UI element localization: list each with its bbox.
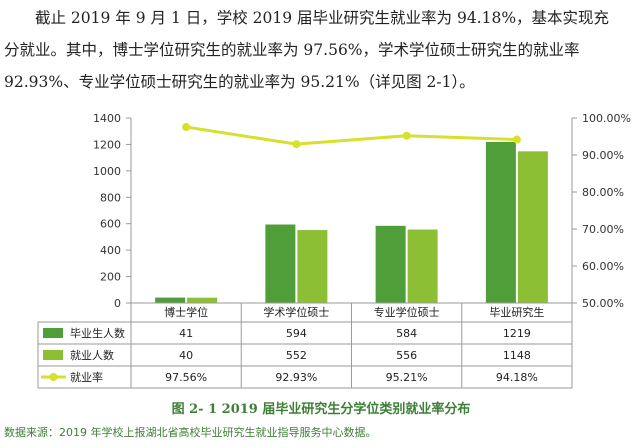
rate-point [402, 131, 411, 140]
table-cell: 556 [396, 349, 417, 362]
table-cell: 94.18% [496, 371, 538, 384]
legend-label: 就业率 [70, 370, 103, 384]
bar-graduates [375, 225, 406, 303]
paragraph-line-2: 分就业。其中，博士学位研究生的就业率为 97.56%，学术学位硕士研究生的就业率 [4, 41, 580, 59]
rate-line [185, 125, 517, 146]
y2-tick-label: 70.00% [582, 223, 624, 236]
table-cell: 552 [286, 349, 307, 362]
y2-tick-label: 80.00% [582, 186, 624, 199]
table-cell: 1219 [503, 327, 531, 340]
y-tick-label: 1400 [93, 112, 121, 125]
y2-tick-label: 100.00% [582, 112, 631, 125]
y-tick-label: 200 [100, 271, 121, 284]
y2-tick-label: 50.00% [582, 297, 624, 310]
legend-marker [49, 373, 58, 381]
table-cell: 41 [179, 327, 193, 340]
y2-tick-label: 60.00% [582, 260, 624, 273]
bar-graduates [155, 297, 186, 303]
category-label: 学术学位硕士 [263, 305, 329, 319]
data-source-note: 数据来源：2019 年学校上报湖北省高校毕业研究生就业指导服务中心数据。 [4, 426, 377, 439]
bar-employed [187, 297, 218, 303]
legend-swatch [43, 328, 63, 338]
table-cell: 1148 [503, 349, 531, 362]
table-cell: 584 [396, 327, 417, 340]
rate-point [512, 135, 521, 144]
table-cell: 92.93% [275, 371, 317, 384]
y2-tick-label: 90.00% [582, 149, 624, 162]
figure-caption: 图 2- 1 2019 届毕业研究生分学位类别就业率分布 [171, 402, 471, 417]
legend-label: 就业人数 [70, 348, 114, 362]
table-cell: 97.56% [165, 371, 207, 384]
y-tick-label: 0 [114, 297, 121, 310]
y-tick-label: 1200 [93, 138, 121, 151]
employment-chart: 0 200 400 600 800 1000 1200 1400 50.00% 60.00% 70.… [37, 112, 631, 389]
table-cell: 40 [179, 349, 193, 362]
category-label: 博士学位 [164, 305, 208, 319]
bar-graduates [485, 141, 516, 303]
legend-label: 毕业生人数 [70, 326, 125, 340]
bar-employed [517, 151, 548, 303]
rate-point [292, 140, 301, 149]
legend-swatch [43, 350, 63, 360]
bar-employed [297, 230, 328, 303]
y-tick-label: 800 [100, 191, 121, 204]
intro-paragraph: 截止 2019 年 9 月 1 日，学校 2019 届毕业研究生就业率为 94.… [4, 2, 638, 98]
category-label: 毕业研究生 [489, 305, 544, 319]
table-cell: 95.21% [386, 371, 428, 384]
paragraph-line-1: 截止 2019 年 9 月 1 日，学校 2019 届毕业研究生就业率为 94.… [35, 9, 610, 27]
category-label: 专业学位硕士 [374, 305, 440, 319]
bar-graduates [265, 224, 296, 303]
bar-employed [407, 229, 438, 303]
table-cell: 594 [286, 327, 307, 340]
y-tick-label: 400 [100, 244, 121, 257]
y-tick-label: 600 [100, 218, 121, 231]
y-tick-label: 1000 [93, 165, 121, 178]
paragraph-line-3: 92.93%、专业学位硕士研究生的就业率为 95.21%（详见图 2-1）。 [4, 73, 475, 91]
rate-point [182, 123, 191, 132]
